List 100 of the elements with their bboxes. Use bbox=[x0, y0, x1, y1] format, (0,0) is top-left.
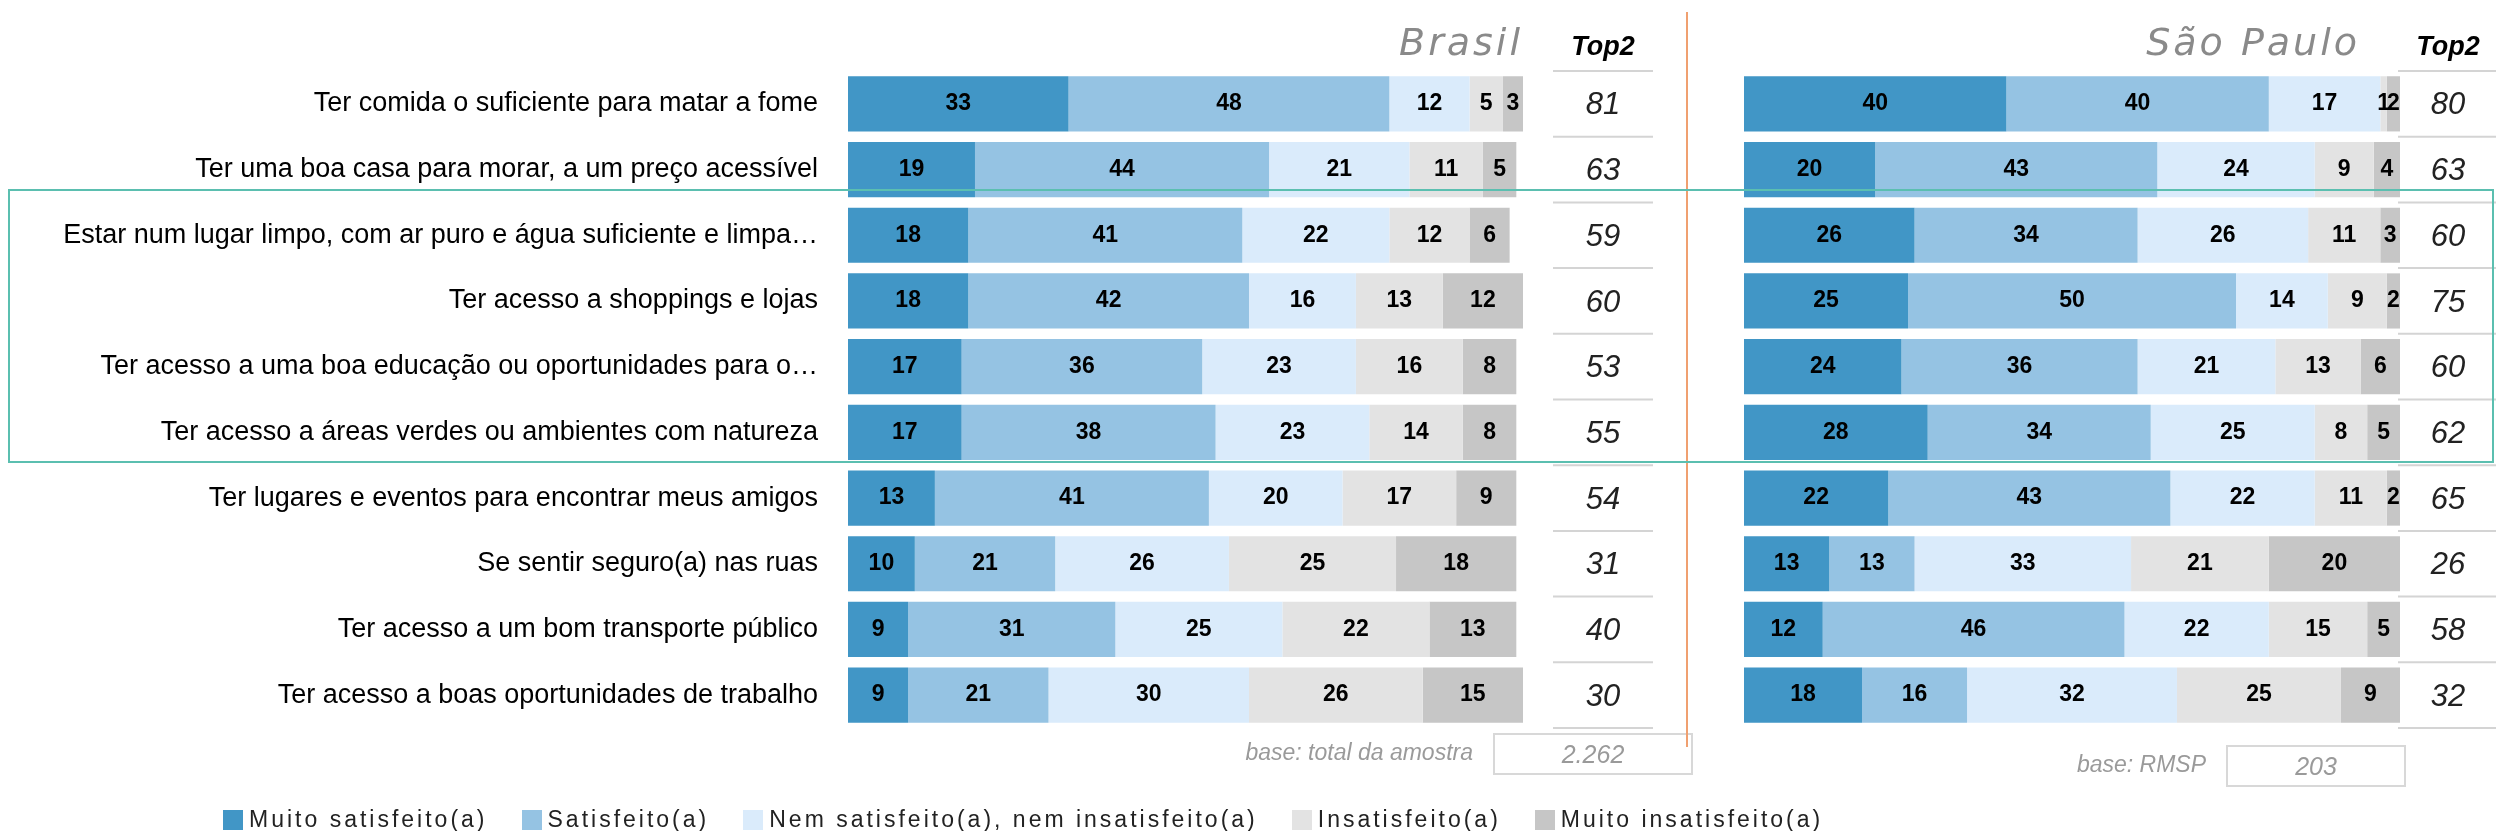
bar bbox=[1248, 667, 1423, 723]
bar bbox=[968, 273, 1249, 329]
data-label: 44 bbox=[1109, 154, 1135, 181]
data-label: 42 bbox=[1095, 286, 1122, 313]
data-label: 17 bbox=[892, 351, 918, 378]
bar bbox=[1914, 536, 2132, 592]
text: 54 bbox=[1585, 480, 1621, 516]
text: 75 bbox=[2430, 283, 2466, 319]
bar bbox=[1355, 339, 1463, 395]
bar bbox=[908, 601, 1116, 658]
y-tick-label: Se sentir seguro(a) nas ruas bbox=[477, 547, 818, 578]
data-label: 33 bbox=[945, 89, 972, 116]
data-label: 25 bbox=[1299, 549, 1326, 576]
data-label: 14 bbox=[1403, 417, 1430, 444]
y-tick-label: Ter uma boa casa para morar, a um preço acessível bbox=[195, 153, 818, 183]
legend-label: Muito insatisfeito(a) bbox=[1560, 806, 1824, 833]
bar bbox=[848, 273, 969, 329]
bar bbox=[848, 404, 962, 460]
text: 60 bbox=[2430, 349, 2466, 385]
data-label: 22 bbox=[2183, 614, 2210, 641]
y-tick-label: Ter acesso a áreas verdes ou ambientes com natureza bbox=[160, 415, 819, 446]
text: 53 bbox=[1585, 349, 1621, 385]
bar bbox=[1409, 141, 1483, 198]
text: 62 bbox=[2430, 414, 2466, 450]
data-label: 11 bbox=[2332, 220, 2357, 247]
data-label: 2 bbox=[2387, 483, 2400, 510]
bar bbox=[2137, 339, 2276, 395]
text: 32 bbox=[2430, 677, 2466, 713]
text: Top2 bbox=[2416, 31, 2480, 62]
data-label: 5 bbox=[1479, 89, 1493, 116]
bar bbox=[1908, 273, 2236, 329]
bar bbox=[2170, 470, 2315, 526]
bar bbox=[1342, 470, 1457, 526]
y-tick-label: Ter lugares e eventos para encontrar meus amigos bbox=[208, 481, 818, 512]
data-label: 40 bbox=[1862, 89, 1888, 116]
bar bbox=[2314, 404, 2368, 460]
data-label: 5 bbox=[2377, 614, 2391, 641]
bar bbox=[848, 601, 909, 658]
data-label: 13 bbox=[1773, 549, 1800, 576]
bar bbox=[961, 404, 1216, 460]
data-label: 8 bbox=[2334, 417, 2348, 444]
bar bbox=[1744, 601, 1823, 658]
data-label: 43 bbox=[2016, 483, 2043, 510]
bar bbox=[1888, 470, 2171, 526]
data-label: 9 bbox=[1479, 483, 1493, 510]
bar bbox=[848, 470, 935, 526]
bar bbox=[2137, 207, 2309, 263]
bar bbox=[2150, 404, 2315, 460]
data-label: 21 bbox=[972, 549, 998, 576]
y-tick-label: Estar num lugar limpo, com ar puro e água suficiente e limpa… bbox=[63, 218, 818, 249]
text: 60 bbox=[2430, 217, 2466, 253]
data-label: 36 bbox=[1069, 351, 1095, 378]
bar bbox=[2367, 404, 2400, 460]
data-label: 15 bbox=[2305, 614, 2331, 641]
text: 60 bbox=[1585, 283, 1621, 319]
data-label: 19 bbox=[898, 154, 925, 181]
bar bbox=[1055, 536, 1229, 592]
data-label: 31 bbox=[998, 614, 1025, 641]
data-label: 13 bbox=[1460, 614, 1486, 641]
bar bbox=[968, 207, 1243, 263]
bar bbox=[1967, 667, 2177, 723]
bar bbox=[1208, 470, 1343, 526]
bar bbox=[848, 207, 969, 263]
bar bbox=[1269, 141, 1410, 198]
data-label: 15 bbox=[1460, 680, 1486, 707]
data-label: 9 bbox=[2350, 286, 2364, 313]
legend-label: Nem satisfeito(a), nem insatisfeito(a) bbox=[769, 806, 1258, 833]
bar bbox=[1462, 339, 1517, 395]
text: 58 bbox=[2430, 612, 2466, 648]
bar bbox=[1248, 273, 1356, 329]
data-label: 16 bbox=[1901, 680, 1928, 707]
data-label: 26 bbox=[1323, 680, 1349, 707]
data-label: 38 bbox=[1075, 417, 1102, 444]
data-label: 17 bbox=[2311, 89, 2338, 116]
bar bbox=[2268, 601, 2368, 658]
bar bbox=[1744, 141, 1876, 198]
bar bbox=[848, 76, 1069, 132]
bar bbox=[2314, 141, 2374, 198]
data-label: 6 bbox=[2373, 351, 2387, 378]
data-label: 18 bbox=[895, 220, 922, 247]
bar bbox=[934, 470, 1209, 526]
data-label: 24 bbox=[2223, 154, 2249, 181]
bar bbox=[848, 667, 909, 723]
data-label: 25 bbox=[2246, 680, 2272, 707]
bar bbox=[1862, 667, 1968, 723]
bar bbox=[1429, 601, 1517, 658]
bar bbox=[1744, 339, 1902, 395]
data-label: 12 bbox=[1770, 614, 1797, 641]
data-label: 20 bbox=[2321, 549, 2348, 576]
text: 63 bbox=[1585, 152, 1621, 188]
bar bbox=[1422, 667, 1523, 723]
data-label: 5 bbox=[2377, 417, 2391, 444]
data-label: 12 bbox=[1470, 286, 1496, 313]
text: 65 bbox=[2430, 480, 2466, 516]
y-tick-label: Ter acesso a shoppings e lojas bbox=[448, 284, 818, 315]
y-tick-label: Ter acesso a uma boa educação ou oportunidades para o… bbox=[100, 350, 818, 381]
data-label: 13 bbox=[2305, 351, 2331, 378]
bar bbox=[1462, 404, 1517, 460]
data-label: 34 bbox=[2026, 417, 2053, 444]
chart-title: São Paulo bbox=[2145, 20, 2360, 64]
